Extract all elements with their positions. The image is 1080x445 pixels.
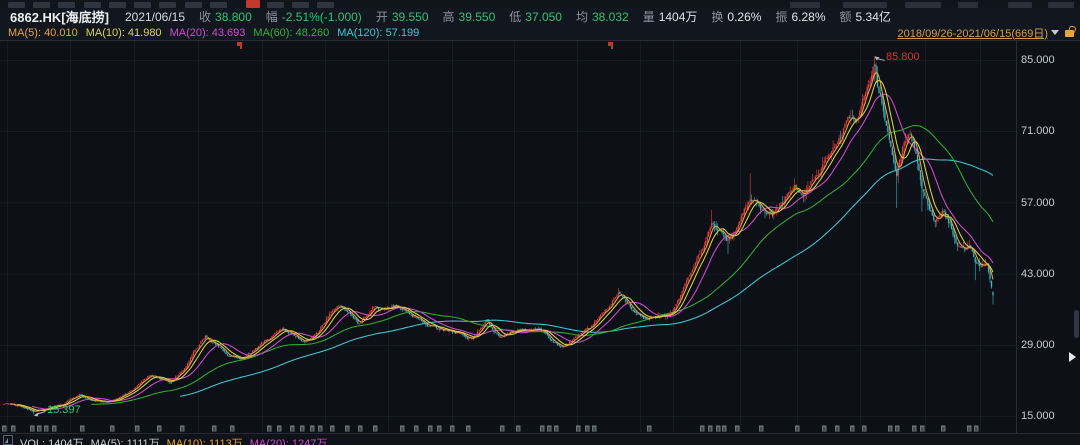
quote-open: 开 39.550	[375, 10, 429, 24]
date-range-label[interactable]: 2018/09/26-2021/06/15(669日)	[897, 27, 1048, 40]
clipped-tab-stub[interactable]	[84, 2, 101, 8]
quote-amount: 额 5.34亿	[839, 10, 891, 24]
ma20-value: MA(20): 43.693	[169, 26, 246, 39]
ma-header: MA(5): 40.010 MA(10): 41.980 MA(20): 43.…	[0, 25, 1080, 40]
yaxis-tick-85: 85.000	[1021, 54, 1055, 66]
quote-header: 6862.HK[海底捞] 2021/06/15 收 38.800 幅 -2.51%(…	[0, 8, 1080, 25]
volume-ma20: MA(20): 1247万	[249, 438, 328, 445]
clipped-tab-stub[interactable]	[58, 2, 75, 8]
clipped-menu-stub[interactable]	[958, 2, 978, 8]
clipped-tab-stub[interactable]	[134, 2, 151, 8]
volume-value: VOL: 1404万	[20, 438, 84, 445]
volume-ma10: MA(10): 1113万	[166, 438, 243, 445]
quote-volume: 量 1404万	[642, 10, 698, 24]
stock-symbol: 6862.HK[海底捞]	[10, 10, 109, 25]
clipped-tab-stub[interactable]	[109, 2, 126, 8]
quote-close: 收 38.800	[199, 10, 252, 24]
quote-date: 2021/06/15	[124, 9, 186, 24]
quote-turnover-rate: 换 0.26%	[711, 10, 762, 24]
yaxis-tick-29: 29.000	[1021, 339, 1055, 351]
scroll-right-arrow-icon[interactable]	[1069, 352, 1076, 362]
quote-low: 低 37.050	[509, 10, 562, 24]
date-range-control[interactable]: 2018/09/26-2021/06/15(669日)	[897, 26, 1074, 40]
clipped-tab-strip	[0, 0, 1080, 8]
clipped-menu-stub[interactable]	[1048, 2, 1074, 8]
quote-amplitude: 振 6.28%	[775, 10, 826, 24]
ma5-value: MA(5): 40.010	[8, 26, 78, 39]
quote-avg: 均 38.032	[575, 10, 629, 24]
indicator-toggle-icon[interactable]	[3, 435, 13, 445]
quote-high: 高 39.550	[442, 10, 496, 24]
yaxis-tick-15: 15.000	[1021, 410, 1055, 422]
clipped-menu-stub[interactable]	[905, 2, 941, 8]
trough-price-annotation: 15.397	[47, 404, 81, 416]
clipped-menu-stub[interactable]	[790, 2, 820, 8]
clipped-tab-stub[interactable]	[33, 2, 50, 8]
yaxis-tick-57: 57.000	[1021, 197, 1055, 209]
clipped-tab-stub[interactable]	[317, 2, 334, 8]
yaxis-tick-43: 43.000	[1021, 268, 1055, 280]
unlock-icon[interactable]	[1065, 30, 1074, 37]
yaxis-tick-71: 71.000	[1021, 125, 1055, 137]
clipped-tab-stub[interactable]	[267, 2, 284, 8]
ma10-value: MA(10): 41.980	[85, 26, 162, 39]
scrollbar-thumb[interactable]	[1074, 310, 1079, 338]
volume-ma5: MA(5): 1111万	[90, 438, 160, 445]
clipped-tab-stub[interactable]	[185, 2, 202, 8]
volume-pane-header: VOL: 1404万 MA(5): 1111万 MA(10): 1113万 MA…	[0, 433, 1080, 445]
clipped-tab-stub[interactable]	[210, 2, 227, 8]
ma60-value: MA(60): 48.260	[253, 26, 330, 39]
chevron-down-icon[interactable]	[1051, 30, 1059, 35]
clipped-tab-stub[interactable]	[8, 2, 25, 8]
clipped-tab-stub[interactable]	[159, 2, 176, 8]
quote-change: 幅 -2.51%(-1.000)	[265, 10, 362, 24]
peak-price-annotation: 85.800	[886, 51, 920, 63]
active-tab-stub[interactable]	[246, 0, 260, 8]
ma120-value: MA(120): 57.199	[337, 26, 420, 39]
clipped-tab-stub[interactable]	[292, 2, 309, 8]
clipped-menu-stub[interactable]	[843, 2, 887, 8]
clipped-menu-stub[interactable]	[1008, 2, 1032, 8]
